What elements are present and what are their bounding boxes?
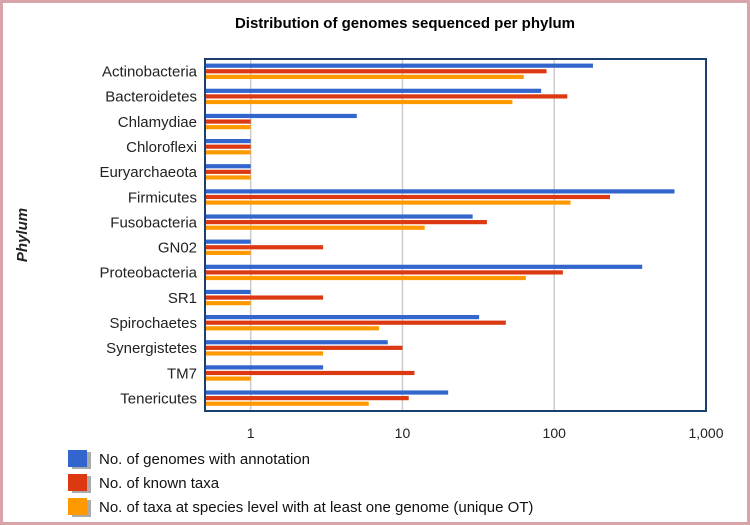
bar-tenericutes-series-2: [206, 396, 409, 401]
x-tick-label: 10: [395, 425, 411, 441]
category-label: Proteobacteria: [99, 265, 197, 282]
bar-sr1-series-1: [206, 289, 251, 295]
legend-label: No. of taxa at species level with at lea…: [99, 499, 533, 516]
chart-title: Distribution of genomes sequenced per ph…: [235, 15, 575, 32]
category-label: SR1: [168, 290, 197, 307]
category-label: Chlamydiae: [118, 114, 197, 131]
bar-chlamydiae-series-3: [206, 125, 251, 130]
bar-firmicutes-series-1: [206, 189, 675, 194]
bar-euryarchaeota-series-2: [206, 169, 251, 174]
bar-bacteroidetes-series-1: [206, 88, 542, 93]
bar-euryarchaeota-series-3: [206, 175, 251, 180]
bar-actinobacteria-series-1: [206, 63, 593, 68]
bar-tenericutes-series-1: [206, 390, 449, 395]
bar-tm7-series-3: [206, 376, 251, 381]
legend-label: No. of genomes with annotation: [99, 451, 310, 468]
bar-tenericutes-series-3: [206, 401, 369, 406]
legend-label: No. of known taxa: [99, 475, 220, 492]
bar-chloroflexi-series-1: [206, 139, 251, 144]
category-label: Bacteroidetes: [105, 89, 197, 106]
category-label: Synergistetes: [106, 340, 197, 357]
bar-fusobacteria-series-2: [206, 220, 487, 225]
y-axis-label: Phylum: [14, 208, 31, 262]
legend-swatch-series-3: [68, 498, 87, 515]
bar-chloroflexi-series-2: [206, 144, 251, 149]
bar-firmicutes-series-3: [206, 200, 571, 205]
bar-proteobacteria-series-2: [206, 270, 563, 275]
legend-swatch-series-2: [68, 474, 87, 491]
category-label: Tenericutes: [120, 390, 197, 407]
bar-actinobacteria-series-3: [206, 74, 524, 79]
bar-actinobacteria-series-2: [206, 69, 547, 74]
category-label: Firmicutes: [128, 189, 197, 206]
bar-proteobacteria-series-3: [206, 275, 526, 281]
bar-fusobacteria-series-1: [206, 214, 473, 219]
bar-spirochaetes-series-3: [206, 326, 379, 331]
bar-proteobacteria-series-1: [206, 264, 643, 269]
category-label: Chloroflexi: [126, 139, 197, 156]
bar-gn02-series-3: [206, 250, 251, 255]
bar-chlamydiae-series-2: [206, 119, 251, 124]
bar-bacteroidetes-series-2: [206, 94, 568, 99]
category-label: Actinobacteria: [102, 64, 198, 81]
bar-firmicutes-series-2: [206, 194, 610, 200]
category-label: GN02: [158, 240, 197, 257]
bar-synergistetes-series-1: [206, 340, 388, 345]
x-tick-label: 1: [247, 425, 255, 441]
category-label: Euryarchaeota: [99, 164, 197, 181]
bar-gn02-series-2: [206, 245, 324, 250]
x-tick-label: 100: [543, 425, 567, 441]
bar-spirochaetes-series-1: [206, 315, 480, 320]
bar-fusobacteria-series-3: [206, 225, 425, 230]
bar-bacteroidetes-series-3: [206, 99, 513, 105]
bar-tm7-series-2: [206, 370, 415, 376]
legend-swatch-series-1: [68, 450, 87, 467]
bar-gn02-series-1: [206, 239, 251, 244]
plot-area-border: [204, 58, 707, 412]
bar-synergistetes-series-2: [206, 345, 403, 350]
bar-sr1-series-2: [206, 295, 324, 300]
bar-spirochaetes-series-2: [206, 320, 506, 325]
category-label: Fusobacteria: [110, 214, 197, 231]
bar-chloroflexi-series-3: [206, 150, 251, 155]
bar-chlamydiae-series-1: [206, 113, 357, 119]
x-tick-label: 1,000: [688, 425, 723, 441]
bar-euryarchaeota-series-1: [206, 164, 251, 169]
category-label: TM7: [167, 365, 197, 382]
bar-synergistetes-series-3: [206, 351, 324, 356]
bar-sr1-series-3: [206, 301, 251, 306]
category-label: Spirochaetes: [109, 315, 197, 332]
bar-tm7-series-1: [206, 365, 324, 370]
